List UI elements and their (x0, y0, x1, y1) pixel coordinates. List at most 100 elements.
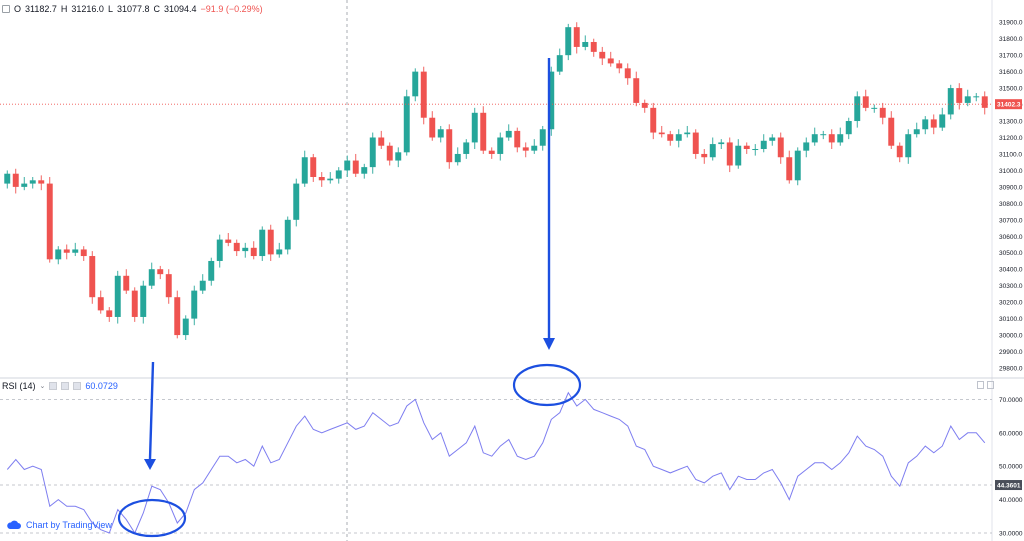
rsi-marker-label: 44.3601 (997, 483, 1021, 490)
candle-body (497, 137, 504, 154)
candle-body (930, 119, 937, 128)
candle-body (709, 144, 716, 158)
candle-body (862, 96, 869, 108)
chevron-down-icon[interactable]: ⌄ (39, 383, 46, 390)
candle-body (361, 167, 368, 174)
candle-body (395, 152, 402, 161)
candle-body (667, 134, 674, 141)
candle-body (692, 132, 699, 154)
candle-body (276, 249, 283, 255)
candle-body (216, 239, 223, 261)
candle-body (318, 177, 325, 181)
ohlc-high: 31216.0 (71, 4, 104, 14)
current-price-label: 31402.3 (997, 102, 1021, 109)
candle-body (879, 107, 886, 118)
candle-body (650, 107, 657, 133)
candle-body (582, 41, 589, 47)
candle-body (21, 183, 28, 187)
ohlc-low-label: L (107, 4, 113, 14)
candle-body (871, 107, 878, 109)
candle-body (335, 170, 342, 179)
candle-body (412, 71, 419, 97)
candle-body (743, 145, 750, 150)
candle-body (769, 137, 776, 141)
pane-controls (977, 381, 994, 389)
pane-maximize-icon[interactable] (987, 381, 994, 389)
price-tick-label: 30700.0 (999, 217, 1023, 224)
price-axis[interactable]: 29800.0 29900.0 30000.0 30100.0 30200.0 30300… (995, 20, 1023, 373)
price-tick-label: 30800.0 (999, 201, 1023, 208)
candle-body (922, 119, 929, 130)
candle-body (956, 88, 963, 103)
candle-body (522, 147, 529, 151)
candle-body (786, 157, 793, 181)
current-price-badge (995, 99, 1022, 110)
candle-body (327, 178, 334, 181)
candle-body (225, 239, 232, 243)
candle-body (624, 68, 631, 79)
price-tick-label: 30400.0 (999, 267, 1023, 274)
candle-body (599, 51, 606, 59)
candle-body (4, 173, 11, 184)
candle-body (301, 157, 308, 184)
candle-body (344, 160, 351, 171)
price-tick-label: 30200.0 (999, 300, 1023, 307)
candle-body (573, 27, 580, 47)
candle-body (233, 242, 240, 252)
candle-body (284, 219, 291, 250)
price-tick-label: 30500.0 (999, 250, 1023, 257)
candle-body (726, 142, 733, 166)
arrow-low-shaft (148, 361, 155, 460)
circle-high-divergence (512, 363, 582, 407)
rsi-axis[interactable]: 30.0000 40.0000 50.0000 60.0000 70.0000 44.36… (995, 397, 1023, 538)
candle-body (123, 275, 130, 291)
candle-body (310, 157, 317, 178)
candle-body (777, 137, 784, 158)
price-tick-label: 31000.0 (999, 168, 1023, 175)
price-tick-label: 31300.0 (999, 119, 1023, 126)
candle-body (845, 121, 852, 135)
candle-body (718, 142, 725, 145)
ohlc-open: 31182.7 (25, 4, 57, 14)
candle-body (386, 145, 393, 161)
pane-up-icon[interactable] (977, 381, 984, 389)
ohlc-change: −91.9 (−0.29%) (200, 4, 263, 14)
rsi-tick-label: 40.0000 (999, 497, 1023, 504)
candle-body (828, 134, 835, 143)
rsi-tick-label: 60.0000 (999, 430, 1023, 437)
square-icon[interactable] (2, 5, 10, 13)
candle-body (760, 140, 767, 150)
price-tick-label: 30300.0 (999, 283, 1023, 290)
price-tick-label: 30900.0 (999, 184, 1023, 191)
candle-body (590, 41, 597, 52)
candle-body (80, 249, 87, 257)
candle-body (981, 96, 988, 108)
rsi-tick-label: 70.0000 (999, 397, 1023, 404)
candle-body (905, 134, 912, 158)
candle-body (55, 249, 62, 260)
candle-body (616, 63, 623, 69)
candle-body (896, 145, 903, 158)
arrow-high-head (543, 338, 555, 350)
credit-text: Chart by TradingView (26, 520, 112, 530)
close-icon[interactable] (73, 382, 82, 390)
price-tick-label: 31700.0 (999, 53, 1023, 60)
candle-body (72, 249, 79, 253)
candle-body (480, 112, 487, 151)
candle-body (811, 134, 818, 143)
eye-icon[interactable] (49, 382, 58, 390)
gear-icon[interactable] (61, 382, 70, 390)
candle-body (565, 27, 572, 56)
rsi-line (6, 391, 986, 535)
candle-body (454, 153, 461, 163)
price-tick-label: 31200.0 (999, 135, 1023, 142)
candle-body (174, 297, 181, 336)
tradingview-credit[interactable]: Chart by TradingView (6, 520, 112, 530)
candle-body (548, 71, 555, 130)
rsi-tick-label: 30.0000 (999, 531, 1023, 538)
candle-body (471, 112, 478, 143)
candle-body (658, 132, 665, 135)
candle-body (531, 145, 538, 151)
